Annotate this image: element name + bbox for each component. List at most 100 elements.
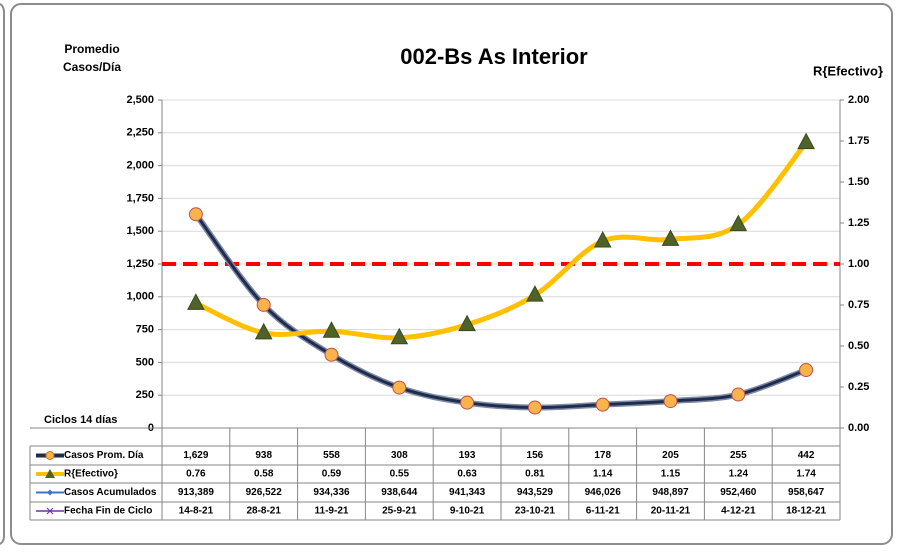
table-value: 0.63 <box>457 469 477 480</box>
point-marker <box>390 327 409 345</box>
category-label: 23-10-21 <box>515 506 555 517</box>
table-value: 1.24 <box>729 469 749 480</box>
chart-title: 002-Bs As Interior <box>400 44 588 69</box>
y2-axis-label: R{Efectivo} <box>813 63 883 78</box>
y2-tick-label: 1.25 <box>848 217 869 229</box>
neighbor-frame <box>0 3 5 545</box>
table-value: 952,460 <box>720 487 757 498</box>
y-tick-label: 500 <box>136 356 154 368</box>
point-marker <box>188 207 203 222</box>
table-value: 926,522 <box>246 487 283 498</box>
y-tick-label: 250 <box>136 389 154 401</box>
legend-marker <box>45 469 55 478</box>
legend-label: R{Efectivo} <box>64 469 118 480</box>
point-marker <box>458 314 476 332</box>
point-marker <box>324 347 339 362</box>
table-value: 0.59 <box>322 469 342 480</box>
table-value: 308 <box>391 450 408 461</box>
series-line <box>194 141 809 341</box>
point-marker <box>322 321 341 338</box>
category-label: 9-10-21 <box>450 506 485 517</box>
table-value: 156 <box>527 450 544 461</box>
point-marker <box>187 293 205 310</box>
point-marker <box>661 229 680 246</box>
legend-label: Casos Acumulados <box>64 487 157 498</box>
y-tick-label: 750 <box>136 324 154 336</box>
table-value: 913,389 <box>178 487 215 498</box>
table-value: 1.14 <box>593 469 613 480</box>
table-value: 1.74 <box>796 469 816 480</box>
legend-entry: R{Efectivo} <box>36 469 118 480</box>
table-value: 934,336 <box>313 487 350 498</box>
point-marker <box>256 297 271 312</box>
table-value: 938 <box>255 450 272 461</box>
category-label: 11-9-21 <box>315 506 349 517</box>
legend-label: Fecha Fin de Ciclo <box>64 506 152 517</box>
y-tick-label: 1,750 <box>126 192 154 204</box>
category-label: 20-11-21 <box>651 506 691 517</box>
table-value: 0.58 <box>254 469 274 480</box>
table-value: 943,529 <box>517 487 554 498</box>
table-value: 938,644 <box>381 487 418 498</box>
y2-tick-label: 0.75 <box>848 299 869 311</box>
table-value: 558 <box>323 450 340 461</box>
y2-tick-label: 0.00 <box>848 422 869 434</box>
y-axis-label-text: Promedio Casos/Día <box>63 42 121 74</box>
point-marker <box>799 363 814 378</box>
point-marker <box>663 394 678 409</box>
category-label: 18-12-21 <box>786 506 826 517</box>
table-value: 958,647 <box>788 487 825 498</box>
legend-entry: Casos Acumulados <box>36 487 157 498</box>
y2-tick-label: 0.25 <box>848 381 869 393</box>
point-marker <box>460 395 475 410</box>
category-label: 25-9-21 <box>382 506 417 517</box>
y-tick-label: 2,000 <box>126 160 154 172</box>
y-tick-label: 1,500 <box>126 225 154 237</box>
legend-entry: Casos Prom. Día <box>36 450 144 461</box>
point-marker <box>254 322 273 340</box>
table-value: 1.15 <box>661 469 681 480</box>
y2-tick-label: 1.00 <box>848 258 869 270</box>
table-value: 442 <box>798 450 815 461</box>
y2-tick-label: 1.50 <box>848 176 869 188</box>
point-marker <box>731 387 746 402</box>
category-label: 14-8-21 <box>179 506 214 517</box>
y-tick-label: 1,000 <box>126 291 154 303</box>
series-line <box>194 213 807 410</box>
category-label: 28-8-21 <box>246 506 281 517</box>
y-tick-label: 2,500 <box>126 94 154 106</box>
x-axis-label: Ciclos 14 días <box>44 414 117 426</box>
legend-marker <box>45 451 55 460</box>
table-value: 941,343 <box>449 487 486 498</box>
point-marker <box>595 397 610 412</box>
chart-frame <box>10 3 893 545</box>
table-value: 255 <box>730 450 747 461</box>
point-marker <box>526 285 544 302</box>
table-value: 193 <box>459 450 476 461</box>
y2-tick-label: 1.75 <box>848 135 869 147</box>
y-tick-label: 2,250 <box>126 127 154 139</box>
category-label: 4-12-21 <box>721 506 756 517</box>
y2-tick-label: 0.50 <box>848 340 869 352</box>
legend-entry: Fecha Fin de Ciclo <box>36 506 152 517</box>
table-value: 0.55 <box>390 469 410 480</box>
point-marker <box>527 400 542 415</box>
point-marker <box>392 380 407 395</box>
y2-tick-label: 2.00 <box>848 94 869 106</box>
table-value: 948,897 <box>652 487 689 498</box>
legend-label: Casos Prom. Día <box>64 450 144 461</box>
legend-marker <box>47 489 53 496</box>
category-label: 6-11-21 <box>586 506 620 517</box>
legend-marker <box>46 507 54 515</box>
table-value: 178 <box>594 450 611 461</box>
table-value: 1,629 <box>183 450 208 461</box>
point-marker <box>593 230 612 248</box>
point-marker <box>797 132 815 150</box>
point-marker <box>729 214 748 232</box>
table-value: 946,026 <box>585 487 622 498</box>
table-value: 0.81 <box>525 469 545 480</box>
y-tick-label: 1,250 <box>126 258 154 270</box>
table-value: 205 <box>662 450 679 461</box>
data-table <box>29 427 841 521</box>
